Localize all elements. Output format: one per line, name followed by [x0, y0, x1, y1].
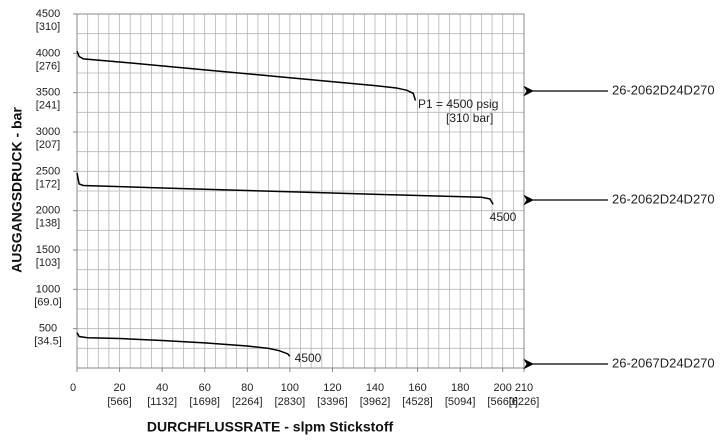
y-axis-title: AUSGANGSDRUCK - bar: [9, 107, 25, 273]
series-name: 26-2062D24D270: [612, 82, 715, 97]
series-line: [76, 332, 291, 357]
series-name: 26-2062D24D270: [612, 191, 715, 206]
y-tick-label: 3500 [241]: [36, 87, 60, 112]
series-line: [76, 172, 494, 205]
y-tick-label: 3000 [207]: [36, 126, 60, 151]
y-tick-label: 1000 [69.0]: [34, 283, 62, 308]
end-label: 4500: [490, 210, 517, 224]
x-tick-label: 80 [2264]: [232, 382, 263, 408]
x-tick-label: 140 [3962]: [360, 382, 391, 408]
x-tick-label: 210 [6226]: [509, 382, 540, 408]
x-tick-label: 60 [1698]: [189, 382, 220, 408]
y-tick-label: 4500 [310]: [36, 8, 60, 33]
x-tick-label: 160 [4528]: [402, 382, 433, 408]
y-tick-label: 4000 [276]: [36, 47, 60, 72]
series-line: [76, 50, 417, 101]
x-tick-label: 0: [70, 382, 76, 394]
x-tick-label: 120 [3396]: [317, 382, 348, 408]
x-tick-label: 40 [1132]: [147, 382, 177, 408]
x-tick-label: 100 [2830]: [275, 382, 306, 408]
end-label: 4500: [295, 351, 322, 365]
y-tick-label: 500 [34.5]: [34, 323, 62, 348]
y-tick-label: 2000 [138]: [36, 205, 60, 230]
series-name: 26-2067D24D270: [612, 355, 715, 370]
x-axis-title: DURCHFLUSSRATE - slpm Stickstoff: [147, 419, 394, 435]
y-tick-label: 2500 [172]: [36, 165, 60, 190]
plot-frame: [76, 13, 525, 369]
end-label: P1 = 4500 psig [310 bar]: [418, 97, 498, 125]
x-tick-label: 180 [5094]: [445, 382, 476, 408]
y-tick-label: 1500 [103]: [36, 244, 60, 269]
x-tick-label: 20 [566]: [107, 382, 131, 408]
x-tick-label: 200 [5660]: [487, 382, 518, 408]
